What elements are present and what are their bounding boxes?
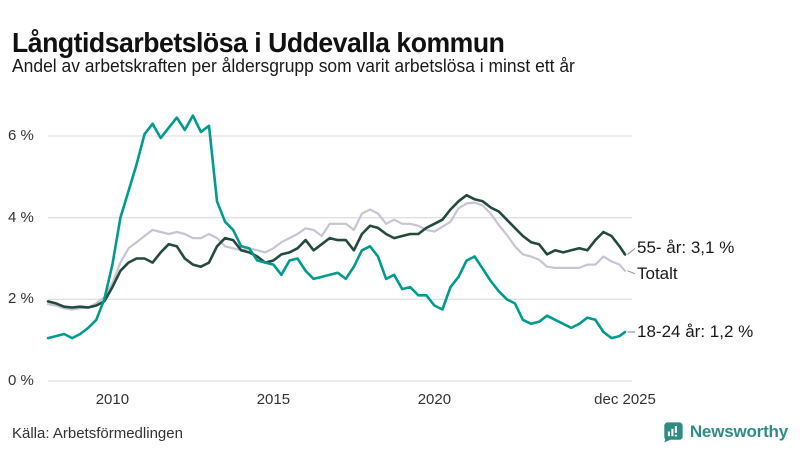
x-axis-tick: dec 2025 xyxy=(594,391,656,408)
x-axis-tick: 2010 xyxy=(95,391,130,408)
y-axis-tick: 0 % xyxy=(8,372,34,389)
y-axis-tick: 2 % xyxy=(8,290,34,308)
label-connector xyxy=(627,247,636,255)
y-axis-tick: 4 % xyxy=(8,208,34,226)
series-line-18-24-år xyxy=(46,114,627,340)
line-end-label: 18-24 år: 1,2 % xyxy=(637,322,754,341)
line-end-label: 55- år: 3,1 % xyxy=(637,238,735,258)
page-title: Långtidsarbetslösa i Uddevalla kommun xyxy=(12,26,505,58)
page-subtitle: Andel av arbetskraften per åldersgrupp s… xyxy=(12,56,575,76)
series-line-totalt xyxy=(46,201,627,311)
brand-footer: Newsworthy xyxy=(662,421,788,443)
newsworthy-logo-icon xyxy=(664,422,683,443)
y-axis-tick: 6 % xyxy=(8,127,34,144)
x-axis-tick: 2020 xyxy=(417,391,452,408)
x-axis-tick: 2015 xyxy=(256,391,291,408)
source-note: Källa: Arbetsförmedlingen xyxy=(12,425,183,442)
series-line-55--år xyxy=(46,193,627,309)
label-connector xyxy=(627,270,636,275)
line-end-label: Totalt xyxy=(637,263,678,283)
brand-name: Newsworthy xyxy=(689,422,788,441)
